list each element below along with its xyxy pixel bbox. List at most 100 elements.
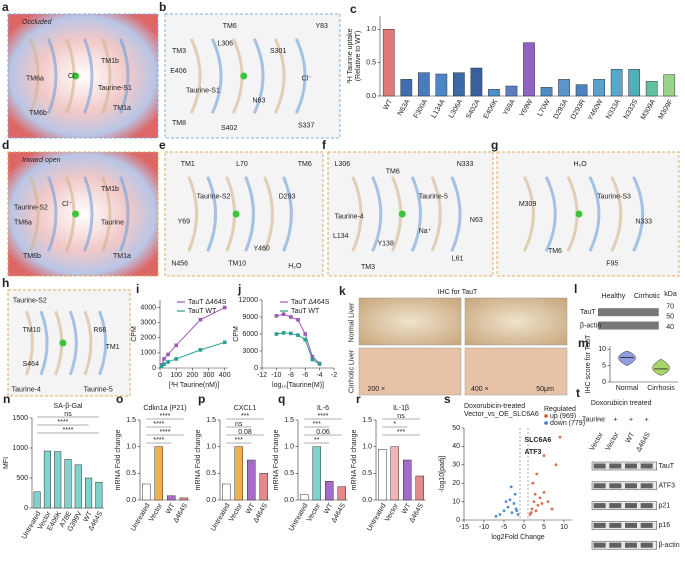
x-tick-label: WT	[401, 502, 413, 516]
bar	[43, 450, 51, 509]
structure-label: Cl⁻	[302, 75, 313, 82]
bar	[540, 87, 553, 97]
atom	[398, 210, 406, 218]
data-point	[198, 348, 203, 352]
significance-label: ***	[313, 421, 321, 428]
blot-band-row	[591, 481, 657, 491]
x-tick-label: 100	[170, 372, 182, 379]
structure-label: Taurine-S2	[14, 205, 48, 212]
x-tick-label: WT	[323, 502, 335, 516]
structure-label: Taurine-S1	[98, 85, 132, 92]
x-tick-label: L306A	[448, 98, 464, 119]
x-tick-label: D293R	[570, 98, 587, 120]
structure-label: TM6	[386, 169, 400, 176]
x-axis-label: [³H Taurine(nM)]	[169, 382, 219, 389]
x-tick-label: M309F	[658, 98, 675, 120]
data-point	[533, 492, 537, 496]
y-tick-label: 0.0	[362, 497, 372, 504]
y-tick-label: 0.5	[126, 470, 136, 477]
structure-label: 50μm	[536, 386, 554, 393]
significance-label: ****	[160, 413, 171, 420]
bar	[142, 483, 151, 501]
chart-title: SA-β-Gal	[54, 403, 83, 410]
atom	[72, 72, 79, 80]
data-point	[510, 511, 514, 515]
data-point	[529, 511, 533, 515]
x-tick-label: 200	[187, 372, 199, 379]
structure-image	[164, 151, 324, 277]
bar	[400, 79, 413, 97]
bar	[382, 29, 395, 97]
data-point	[546, 500, 550, 503]
structure-label: TM6b	[23, 253, 41, 260]
bar	[312, 446, 321, 501]
chart-title: Cdkn1a (P21)	[143, 405, 186, 412]
bar	[628, 69, 641, 97]
legend-title: Regulated	[544, 406, 576, 413]
data-point	[281, 331, 286, 335]
significance-label: ****	[63, 427, 74, 434]
structure-label: ATF3	[658, 483, 675, 490]
data-point	[303, 337, 307, 342]
structure-stick	[119, 38, 130, 114]
structure-label: Δ464S	[635, 431, 652, 453]
bar	[64, 459, 72, 509]
data-point	[162, 357, 166, 361]
chart-title: Vector_vs_OE_SLC6A6	[464, 411, 539, 418]
structure-label: kDa	[664, 291, 677, 298]
data-point	[508, 498, 512, 502]
panel-title: IHC for TauT	[438, 289, 478, 296]
y-tick-label: 0.5	[362, 470, 372, 477]
structure-label: TM1	[106, 344, 120, 351]
y-tick-label: 0.5	[366, 60, 376, 67]
panel-letter: s	[444, 392, 451, 406]
y-tick-label: 12000	[239, 297, 259, 304]
panel-letter: c	[350, 2, 357, 16]
structure-label: 70	[666, 304, 674, 311]
bar	[558, 79, 570, 97]
blot-band-row	[591, 501, 657, 510]
blot-band	[625, 463, 637, 469]
bar	[54, 451, 62, 509]
y-tick-label: 40	[452, 443, 460, 450]
structure-label: TM6b	[29, 110, 47, 117]
structure-label: Taurine-5	[419, 193, 448, 200]
y-tick-label: 30	[452, 462, 460, 469]
structure-stick	[371, 176, 383, 252]
y-axis-label: CPM	[233, 326, 240, 342]
data-point	[536, 503, 540, 507]
y-tick-label: 50	[452, 425, 460, 432]
blot-band	[593, 483, 606, 489]
bar	[523, 42, 535, 97]
significance-label: ***	[397, 429, 405, 436]
y-tick-label: 4000	[140, 304, 156, 311]
structure-image	[7, 289, 131, 397]
structure-label: Taurine	[101, 220, 124, 227]
data-point	[513, 492, 517, 496]
bar	[470, 67, 483, 97]
panel-letter: j	[237, 282, 241, 296]
bar	[505, 85, 518, 97]
significance-label: ns	[235, 421, 243, 428]
bar	[259, 473, 268, 501]
structure-label: Healthy	[602, 293, 626, 300]
y-axis-label: IHC score for TauT	[585, 334, 592, 393]
chart-title: CXCL1	[234, 405, 257, 412]
structure-label: L61	[452, 255, 464, 262]
structure-label: L70	[236, 161, 248, 168]
blot-band	[640, 483, 653, 489]
structure-label: -	[598, 417, 601, 424]
ihc-image	[464, 347, 568, 396]
structure-stick	[544, 176, 557, 252]
data-point	[516, 513, 520, 516]
blot-band	[625, 483, 637, 489]
panel-letter: m	[578, 336, 589, 350]
chart-title: IL-6	[317, 405, 329, 412]
ihc-image	[358, 347, 462, 396]
structure-label: TM1	[181, 161, 195, 168]
y-tick-label: 1.0	[284, 444, 294, 451]
structure-image	[7, 151, 159, 277]
panel-letter: r	[356, 392, 361, 406]
x-tick-label: E406K	[483, 98, 500, 120]
x-tick-label: -6	[302, 372, 308, 379]
